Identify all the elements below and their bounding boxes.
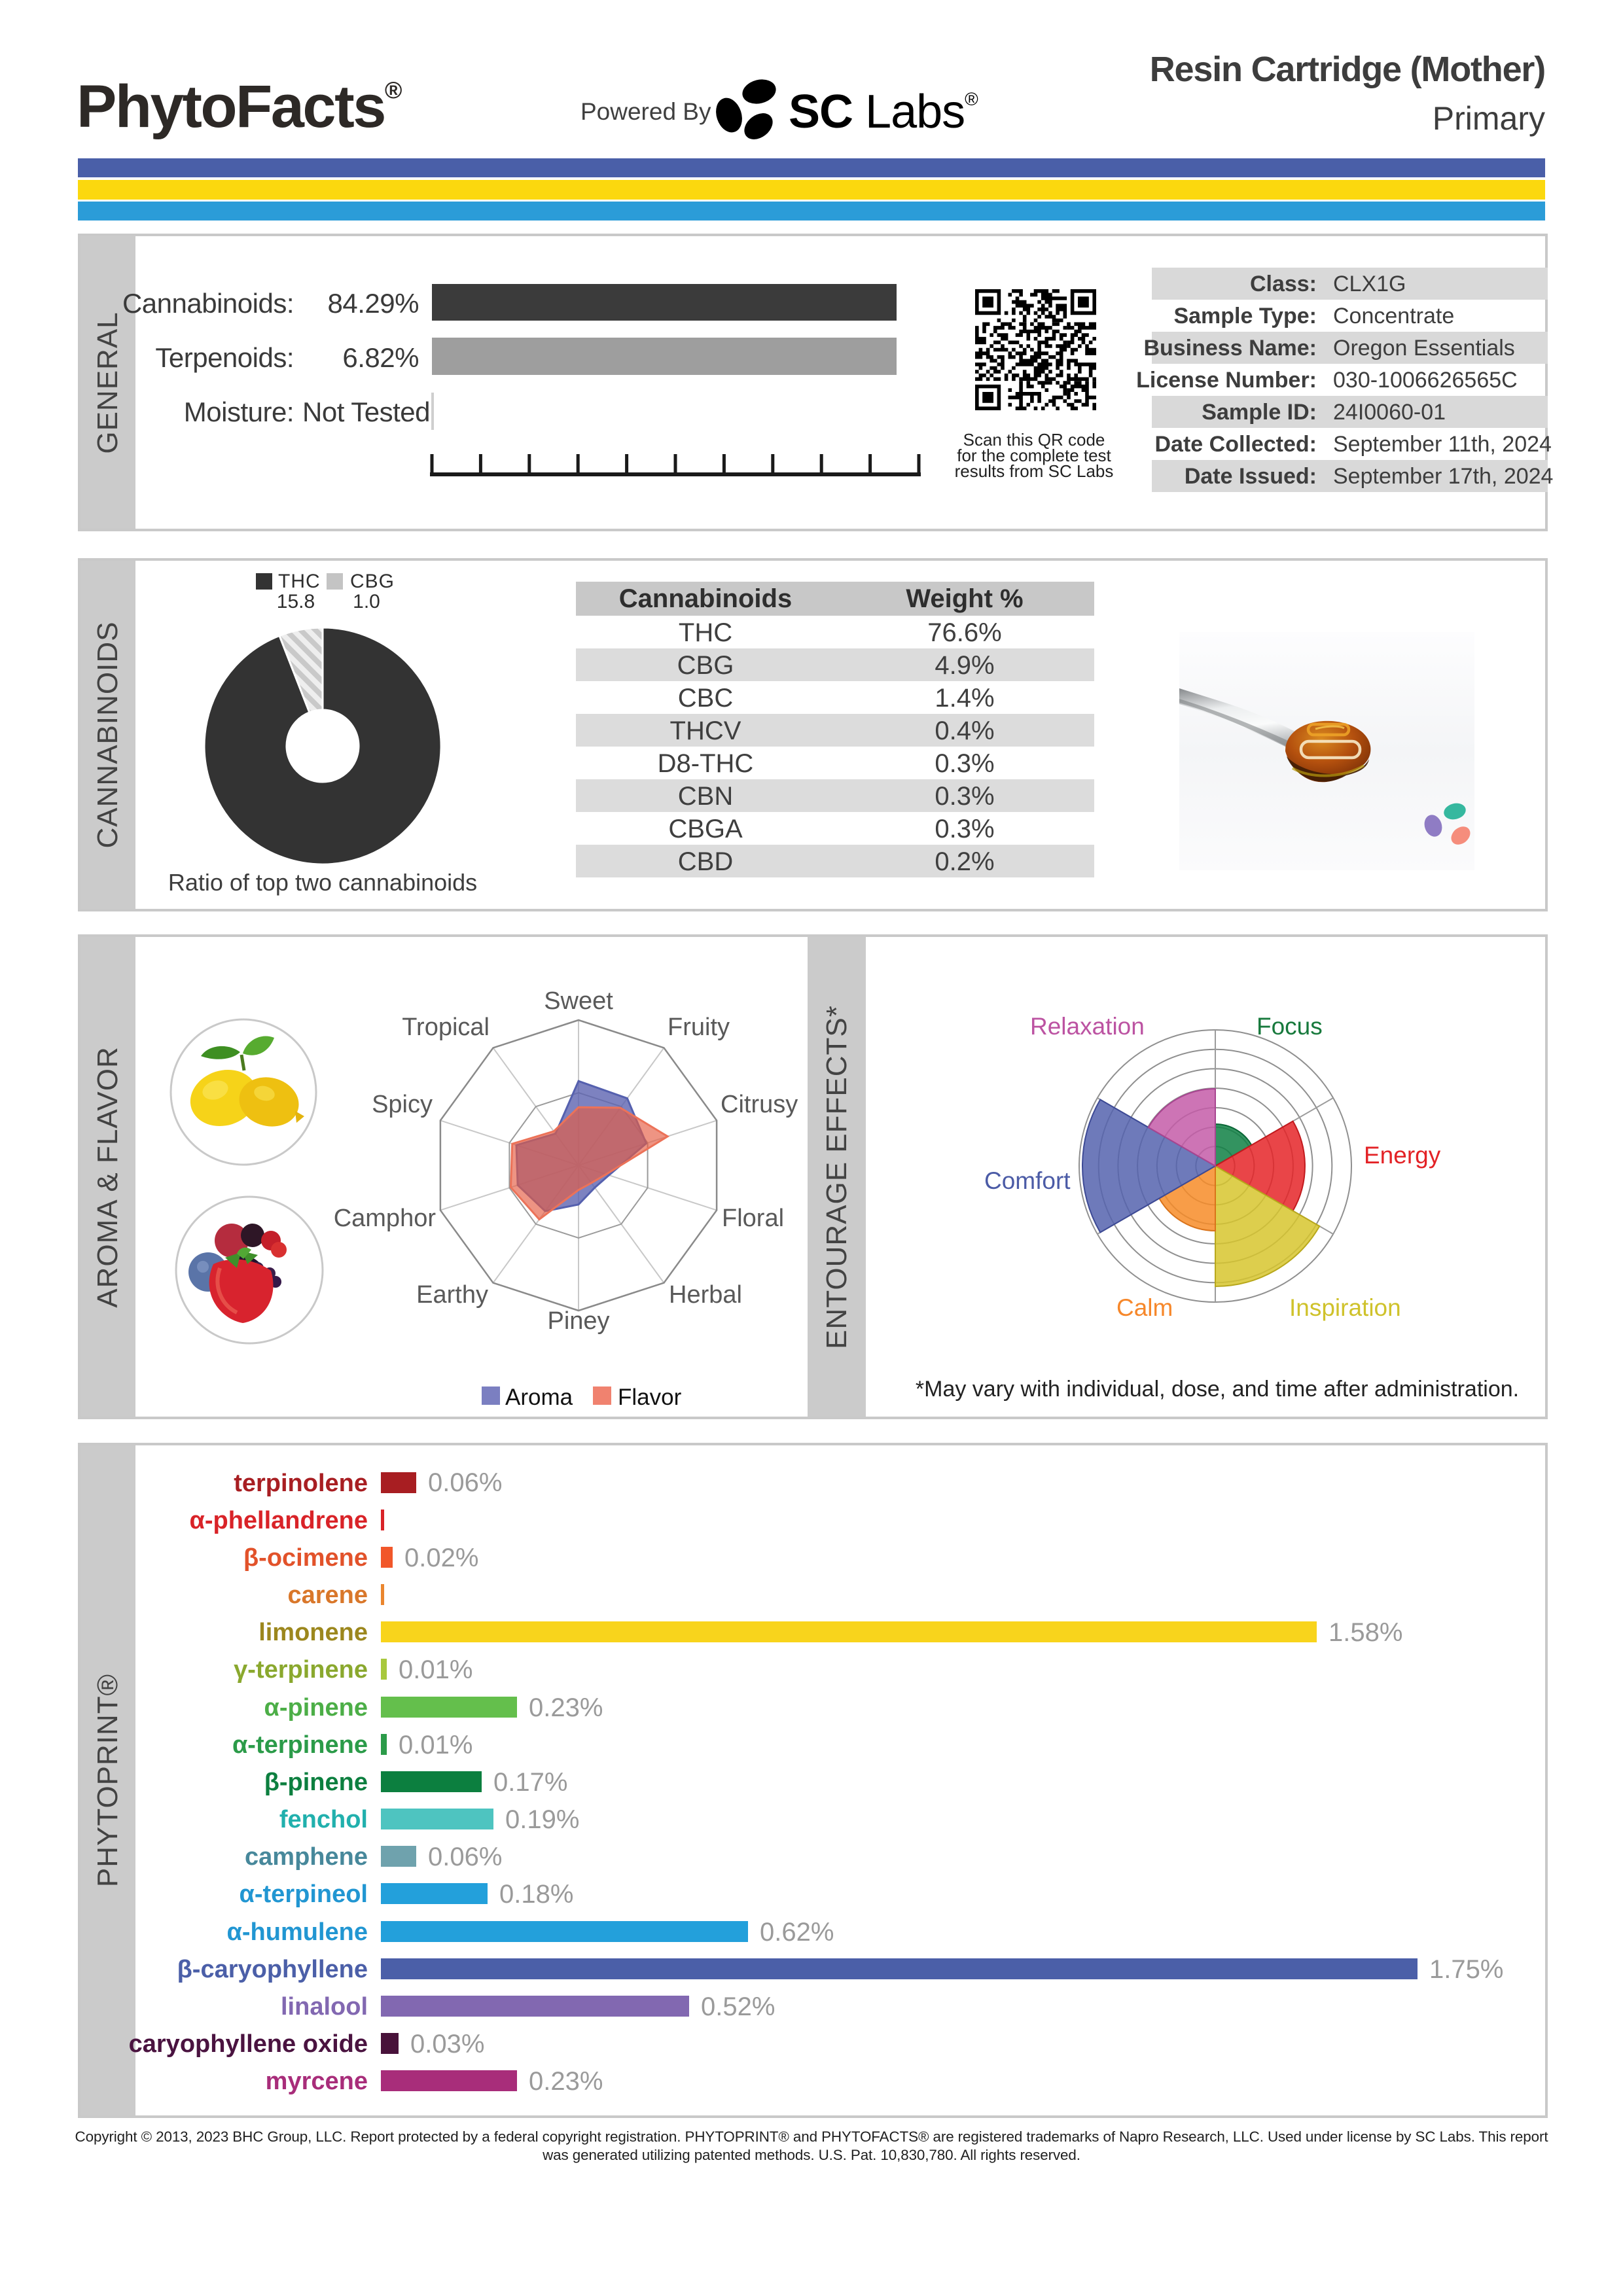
svg-text:Sweet: Sweet <box>544 987 613 1015</box>
svg-text:Fruity: Fruity <box>668 1014 730 1041</box>
svg-text:Piney: Piney <box>547 1307 609 1335</box>
svg-text:Camphor: Camphor <box>334 1205 437 1232</box>
svg-text:Herbal: Herbal <box>669 1281 742 1309</box>
svg-text:Citrusy: Citrusy <box>721 1091 798 1118</box>
svg-text:Spicy: Spicy <box>372 1091 433 1118</box>
svg-text:Tropical: Tropical <box>402 1014 490 1041</box>
svg-text:Floral: Floral <box>722 1205 784 1232</box>
svg-text:Earthy: Earthy <box>416 1281 488 1309</box>
